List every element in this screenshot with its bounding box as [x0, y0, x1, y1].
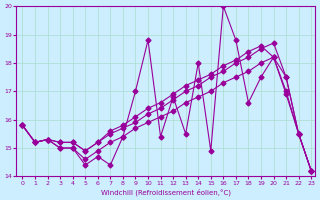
X-axis label: Windchill (Refroidissement éolien,°C): Windchill (Refroidissement éolien,°C) [100, 188, 231, 196]
